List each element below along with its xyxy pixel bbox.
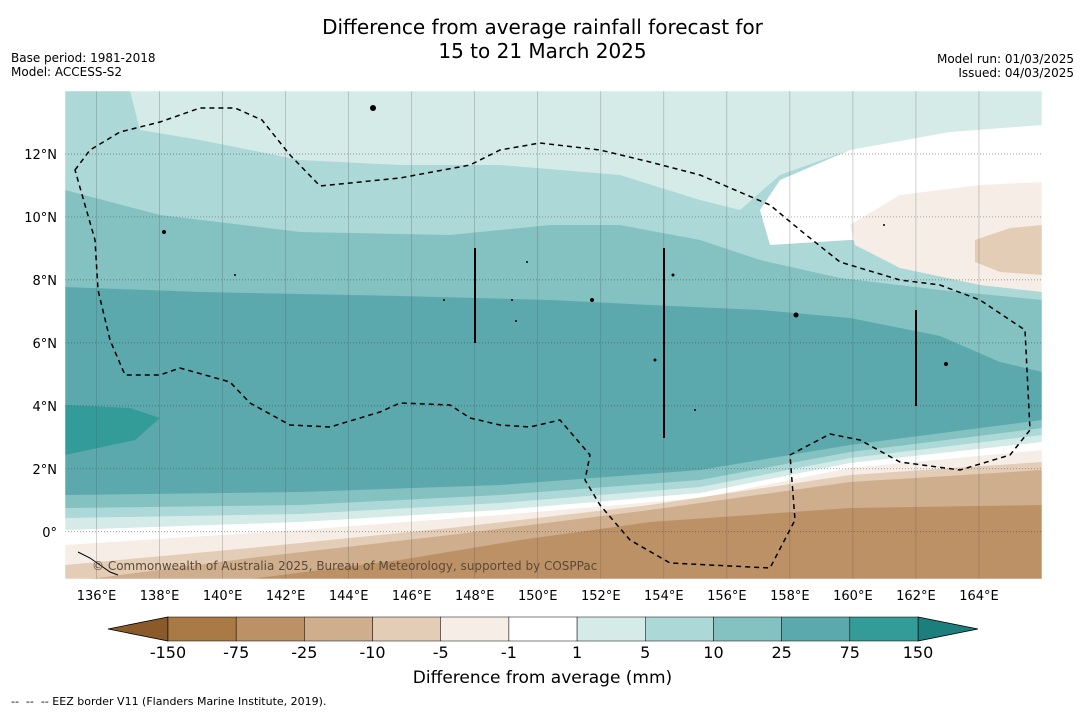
lat-tick-label: 12°N (24, 148, 57, 163)
colorbar-segment (508, 616, 578, 642)
colorbar-tick-label: 1 (572, 643, 582, 662)
colorbar-segment (849, 616, 919, 642)
lat-tick-label: 6°N (33, 337, 58, 352)
copyright-text: © Commonwealth of Australia 2025, Bureau… (92, 559, 597, 573)
lon-tick-label: 156°E (707, 589, 747, 604)
lon-labels: 136°E 138°E 140°E 142°E 144°E 146°E 148°E 150°E… (77, 589, 999, 604)
title-line-2: 15 to 21 March 2025 (438, 39, 647, 63)
colorbar-tick-label: 75 (840, 643, 860, 662)
colorbar-tick-label: -25 (291, 643, 317, 662)
colorbar-segment (372, 616, 441, 642)
base-period: Base period: 1981-2018 (11, 51, 156, 65)
issued-date: Issued: 04/03/2025 (958, 66, 1074, 80)
coastline-png (77, 551, 119, 576)
lon-tick-label: 146°E (392, 589, 432, 604)
colorbar-tick-label: -10 (359, 643, 385, 662)
lon-tick-label: 160°E (833, 589, 873, 604)
lon-tick-label: 154°E (644, 589, 684, 604)
colorbar: -150 -75 -25 -10 -5 -1 1 5 10 25 75 150 (107, 616, 979, 662)
colorbar-segment (235, 616, 305, 642)
map-title: Difference from average rainfall forecas… (0, 15, 1085, 63)
lon-tick-label: 148°E (455, 589, 495, 604)
lon-tick-label: 142°E (266, 589, 306, 604)
colorbar-tick-label: -5 (433, 643, 449, 662)
colorbar-tick-label: -75 (223, 643, 249, 662)
band-drier-north (975, 225, 1042, 275)
band-75-150 (65, 405, 160, 455)
colorbar-segment (576, 616, 646, 642)
lon-tick-label: 158°E (770, 589, 810, 604)
lon-tick-label: 136°E (77, 589, 117, 604)
colorbar-segment (440, 616, 510, 642)
eez-footnote: -- -- -- EEZ border V11 (Flanders Marine… (11, 695, 327, 708)
lat-tick-label: 8°N (33, 274, 58, 289)
eez-palau-fsm (74, 107, 1031, 569)
lon-tick-label: 150°E (518, 589, 558, 604)
colorbar-tick-label: -150 (150, 643, 186, 662)
lat-tick-label: 2°N (33, 463, 58, 478)
lon-tick-label: 164°E (959, 589, 999, 604)
colorbar-tick-label: -1 (501, 643, 517, 662)
band-dry-25-75-south (250, 505, 1042, 579)
colorbar-segment (713, 616, 782, 642)
lat-tick-label: 0° (42, 526, 57, 541)
eez-borders (74, 107, 1031, 569)
island-lines (474, 248, 917, 438)
lat-tick-label: 10°N (24, 211, 57, 226)
meta-left: Base period: 1981-2018 Model: ACCESS-S2 (11, 51, 156, 79)
lat-labels: 12°N 10°N 8°N 6°N 4°N 2°N 0° (24, 148, 57, 541)
model-run: Model run: 01/03/2025 (936, 52, 1074, 66)
map-area (65, 91, 1042, 579)
map-frame (64, 90, 1043, 580)
lon-tick-label: 140°E (203, 589, 243, 604)
band-1-5-north (130, 91, 1042, 210)
colorbar-segment (781, 616, 851, 642)
colorbar-tick-label: 150 (903, 643, 934, 662)
lon-tick-label: 144°E (329, 589, 369, 604)
colorbar-segment (304, 616, 373, 642)
island-dots (162, 105, 948, 411)
lat-tick-label: 4°N (33, 400, 58, 415)
colorbar-tick-label: 25 (771, 643, 791, 662)
lon-tick-label: 152°E (581, 589, 621, 604)
meta-right: Model run: 01/03/2025 Issued: 04/03/2025 (937, 52, 1074, 80)
model-name: Model: ACCESS-S2 (11, 65, 123, 79)
lon-tick-label: 138°E (140, 589, 180, 604)
colorbar-extend-high (917, 616, 979, 642)
colorbar-tick-label: 10 (703, 643, 723, 662)
colorbar-title: Difference from average (mm) (412, 668, 673, 688)
colorbar-tick-label: 5 (640, 643, 650, 662)
lon-tick-label: 162°E (896, 589, 936, 604)
colorbar-segment (645, 616, 714, 642)
title-line-1: Difference from average rainfall forecas… (322, 15, 763, 39)
colorbar-extend-low (107, 616, 169, 642)
colorbar-segment (167, 616, 237, 642)
